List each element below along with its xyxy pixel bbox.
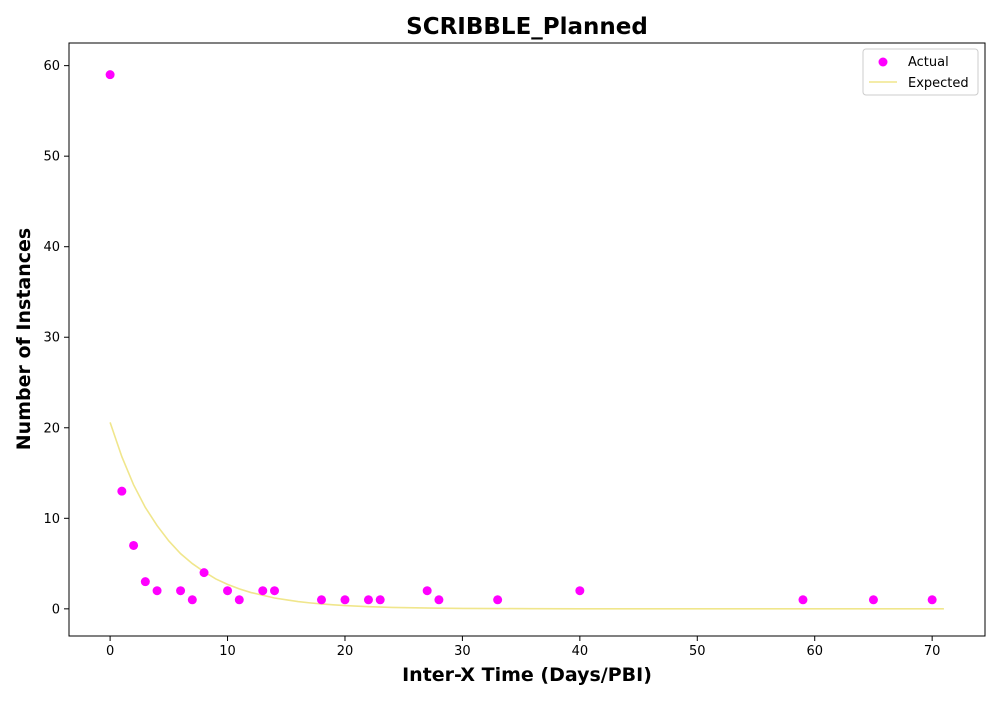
legend: Actual Expected — [863, 49, 978, 95]
x-tick-label: 0 — [106, 644, 114, 659]
data-point — [317, 595, 326, 604]
data-point — [798, 595, 807, 604]
chart-title: SCRIBBLE_Planned — [406, 14, 648, 40]
x-tick-label: 20 — [337, 644, 354, 659]
data-point — [258, 586, 267, 595]
x-tick-label: 30 — [454, 644, 471, 659]
legend-label-actual: Actual — [908, 55, 949, 70]
data-point — [153, 586, 162, 595]
data-point — [235, 595, 244, 604]
y-tick-label: 60 — [43, 59, 60, 74]
legend-marker-actual — [879, 58, 888, 67]
data-point — [106, 70, 115, 79]
data-point — [928, 595, 937, 604]
axes-frame — [69, 43, 985, 636]
y-tick-label: 30 — [43, 331, 60, 346]
x-tick-label: 10 — [219, 644, 236, 659]
data-point — [575, 586, 584, 595]
expected-line — [110, 422, 944, 609]
x-axis-label: Inter-X Time (Days/PBI) — [402, 664, 652, 686]
data-point — [117, 487, 126, 496]
data-point — [223, 586, 232, 595]
y-axis-label: Number of Instances — [13, 228, 35, 450]
plot-area: 0 10 20 30 40 50 60 70 0 10 20 30 40 50 60 — [43, 43, 985, 659]
x-tick-label: 70 — [924, 644, 941, 659]
data-point — [270, 586, 279, 595]
data-point — [200, 568, 209, 577]
data-point — [129, 541, 138, 550]
data-point — [493, 595, 502, 604]
x-tick-label: 40 — [572, 644, 589, 659]
data-point — [176, 586, 185, 595]
y-tick-label: 40 — [43, 240, 60, 255]
legend-label-expected: Expected — [908, 76, 969, 91]
data-point — [141, 577, 150, 586]
y-tick-label: 10 — [43, 512, 60, 527]
data-point — [364, 595, 373, 604]
data-point — [340, 595, 349, 604]
x-tick-label: 50 — [689, 644, 706, 659]
data-point — [434, 595, 443, 604]
data-point — [376, 595, 385, 604]
y-tick-label: 0 — [52, 602, 60, 617]
y-tick-label: 20 — [43, 421, 60, 436]
data-point — [869, 595, 878, 604]
data-point — [188, 595, 197, 604]
data-point — [423, 586, 432, 595]
y-tick-label: 50 — [43, 150, 60, 165]
x-tick-label: 60 — [806, 644, 823, 659]
